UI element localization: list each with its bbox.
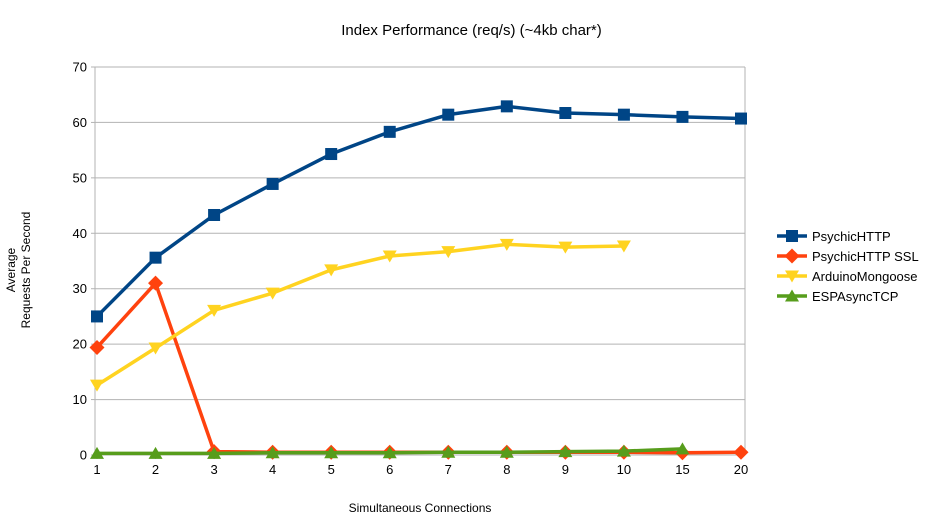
marker-espasynctcp: [441, 445, 456, 458]
x-tick-label: 15: [675, 462, 689, 477]
legend-item-psychichttp-ssl: PsychicHTTP SSL: [777, 246, 919, 266]
legend-key-triangle-down-icon: [777, 270, 807, 283]
legend-label: PsychicHTTP: [812, 228, 891, 244]
marker-arduinomongoose: [148, 342, 163, 355]
x-tick-label: 1: [93, 462, 100, 477]
marker-psychichttp: [676, 110, 689, 123]
x-tick-label: 6: [386, 462, 393, 477]
y-tick-label: 70: [73, 60, 87, 75]
marker-arduinomongoose: [382, 250, 397, 263]
x-tick-label: 4: [269, 462, 276, 477]
marker-espasynctcp: [324, 446, 339, 459]
y-tick-label: 60: [73, 115, 87, 130]
legend-key-marker: [785, 289, 799, 302]
legend-label: ESPAsyncTCP: [812, 288, 899, 304]
legend-item-arduinomongoose: ArduinoMongoose: [777, 266, 919, 286]
marker-psychichttp: [91, 310, 103, 323]
marker-arduinomongoose: [558, 241, 573, 254]
x-tick-label: 20: [734, 462, 748, 477]
y-tick-label: 20: [73, 337, 87, 352]
marker-arduinomongoose: [324, 264, 339, 277]
marker-psychichttp: [383, 125, 396, 138]
series-line-psychichttp: [95, 104, 742, 318]
x-axis-title: Simultaneous Connections: [348, 501, 492, 515]
y-tick-label: 30: [73, 281, 87, 296]
marker-arduinomongoose: [90, 379, 104, 392]
marker-psychichttp: [266, 177, 279, 190]
y-tick-label: 50: [73, 170, 87, 185]
marker-psychichttp: [500, 100, 513, 113]
y-tick-label: 40: [73, 226, 87, 241]
y-tick-label: 0: [80, 448, 87, 463]
marker-psychichttp: [735, 112, 747, 125]
marker-psychichttp: [208, 208, 221, 221]
marker-arduinomongoose: [265, 287, 280, 300]
legend-key-square-icon: [777, 230, 807, 242]
marker-espasynctcp: [90, 446, 104, 459]
legend-label: ArduinoMongoose: [812, 268, 918, 284]
marker-espasynctcp: [148, 446, 163, 459]
marker-arduinomongoose: [441, 246, 456, 259]
marker-psychichttp: [442, 108, 455, 121]
marker-psychichttp: [325, 148, 338, 161]
x-tick-label: 5: [328, 462, 335, 477]
y-tick-label: 10: [73, 392, 87, 407]
marker-espasynctcp: [382, 446, 397, 459]
chart-title: Index Performance (req/s) (~4kb char*): [341, 22, 602, 39]
legend-key-diamond-icon: [777, 248, 807, 264]
marker-psychichttp-ssl: [89, 339, 105, 355]
legend-key-marker: [786, 230, 798, 242]
legend-item-espasynctcp: ESPAsyncTCP: [777, 286, 919, 306]
y-axis-title: Average Requests Per Second: [4, 150, 38, 390]
marker-espasynctcp: [207, 446, 222, 459]
legend-label: PsychicHTTP SSL: [812, 248, 919, 264]
x-tick-label: 3: [210, 462, 217, 477]
marker-espasynctcp: [558, 445, 573, 458]
legend-item-psychichttp: PsychicHTTP: [777, 226, 919, 246]
marker-arduinomongoose: [207, 304, 222, 317]
legend: PsychicHTTP PsychicHTTP SSL ArduinoMongoos…: [777, 226, 919, 306]
x-tick-label: 8: [503, 462, 510, 477]
marker-espasynctcp: [265, 446, 280, 459]
x-tick-label: 9: [562, 462, 569, 477]
marker-psychichttp: [149, 251, 162, 264]
series-line-psychichttp-ssl: [95, 281, 742, 455]
legend-key-marker: [784, 248, 800, 264]
y-axis-title-line2: Requests Per Second: [19, 211, 33, 329]
legend-key-marker: [785, 270, 799, 283]
marker-psychichttp: [617, 108, 630, 121]
y-axis-title-line1: Average: [4, 247, 18, 293]
marker-psychichttp: [559, 107, 572, 120]
marker-arduinomongoose: [616, 240, 631, 253]
marker-espasynctcp: [675, 442, 690, 455]
marker-espasynctcp: [616, 444, 631, 457]
x-tick-label: 7: [445, 462, 452, 477]
marker-psychichttp-ssl: [148, 275, 164, 291]
legend-key-triangle-up-icon: [777, 289, 807, 302]
marker-espasynctcp: [499, 445, 514, 458]
marker-arduinomongoose: [499, 238, 514, 251]
x-tick-label: 10: [617, 462, 631, 477]
series-line-arduinomongoose: [96, 242, 624, 387]
x-tick-label: 2: [152, 462, 159, 477]
marker-psychichttp-ssl: [733, 444, 749, 460]
